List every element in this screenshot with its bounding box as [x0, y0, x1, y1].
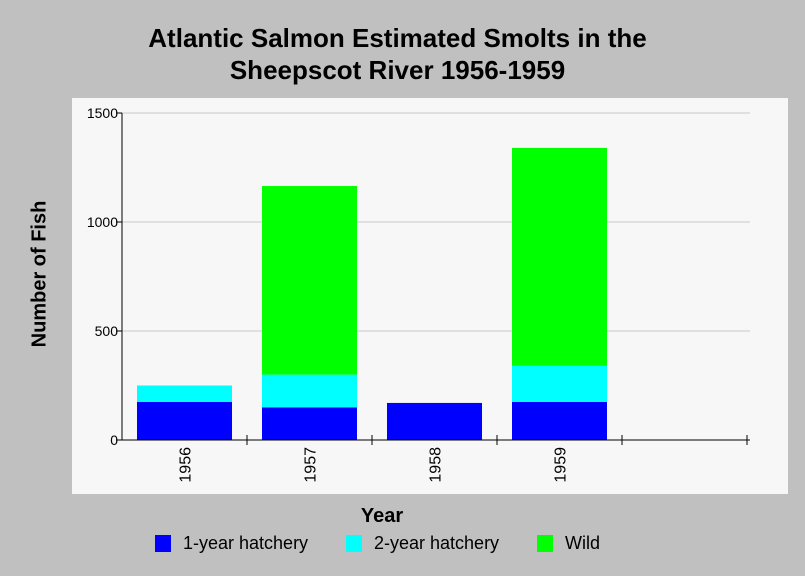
legend-item-1-year-hatchery: 1-year hatchery: [155, 533, 308, 554]
chart-title-line-1: Atlantic Salmon Estimated Smolts in the: [148, 23, 647, 53]
legend-swatch-2-year-hatchery: [346, 535, 362, 552]
y-tick-label-1500: 1500: [87, 105, 118, 121]
bar-1958-1-year-hatchery: [387, 402, 482, 440]
bar-1956-2-year-hatchery: [137, 385, 232, 402]
y-tick-label-500: 500: [95, 323, 119, 339]
bar-1959-wild: [512, 147, 607, 366]
legend-label-2-year-hatchery: 2-year hatchery: [374, 533, 500, 553]
y-axis-label: Number of Fish: [28, 200, 51, 348]
bar-1959-1-year-hatchery: [512, 401, 607, 440]
legend: 1-year hatchery 2-year hatchery Wild: [0, 533, 805, 557]
legend-swatch-1-year-hatchery: [155, 535, 171, 552]
bar-1957-2-year-hatchery: [262, 374, 357, 408]
legend-swatch-wild: [537, 535, 553, 552]
legend-label-wild: Wild: [565, 533, 600, 553]
x-tick-label-1959: 1959: [553, 447, 570, 483]
bar-1956-1-year-hatchery: [137, 401, 232, 440]
bar-1957-1-year-hatchery: [262, 407, 357, 440]
legend-label-1-year-hatchery: 1-year hatchery: [183, 533, 309, 553]
x-axis-label: Year: [360, 505, 404, 527]
bar-1959-2-year-hatchery: [512, 365, 607, 402]
chart-title-line-2: Sheepscot River 1956-1959: [229, 55, 566, 85]
bar-1957-wild: [262, 186, 357, 375]
x-tick-label-1958: 1958: [428, 447, 445, 483]
x-tick-label-1957: 1957: [303, 447, 320, 483]
chart-title: Atlantic Salmon Estimated Smolts in the …: [0, 22, 795, 86]
x-tick-label-1956: 1956: [178, 447, 195, 483]
legend-item-wild: Wild: [537, 533, 600, 554]
y-tick-label-0: 0: [110, 432, 118, 448]
y-tick-label-1000: 1000: [87, 214, 118, 230]
legend-item-2-year-hatchery: 2-year hatchery: [346, 533, 499, 554]
